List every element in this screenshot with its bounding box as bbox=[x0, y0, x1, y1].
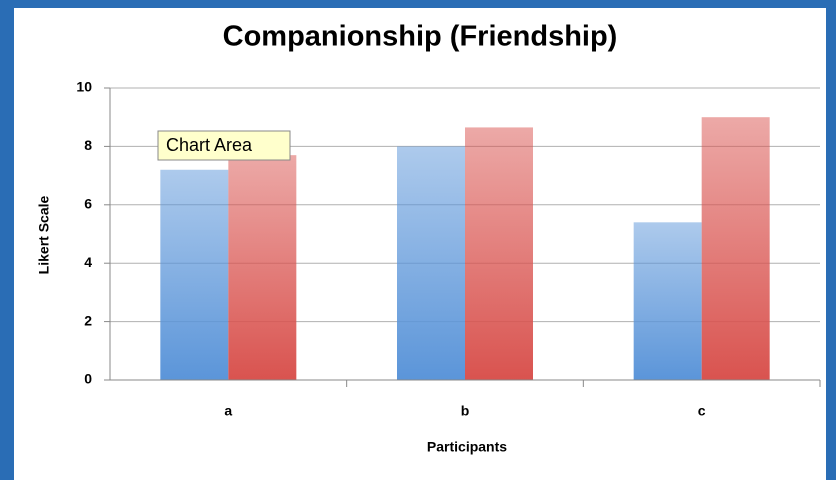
x-tick-label: b bbox=[461, 403, 470, 419]
bar bbox=[465, 127, 533, 380]
bar bbox=[228, 155, 297, 380]
bar bbox=[701, 117, 770, 380]
y-tick-label: 2 bbox=[84, 312, 92, 328]
y-tick-label: 0 bbox=[84, 371, 92, 387]
chart-title: Companionship (Friendship) bbox=[223, 21, 618, 53]
bar bbox=[633, 222, 702, 380]
y-tick-label: 6 bbox=[84, 196, 92, 212]
y-tick-label: 8 bbox=[84, 137, 92, 153]
y-axis-label: Likert Scale bbox=[36, 195, 52, 274]
y-tick-label: 10 bbox=[76, 79, 92, 95]
tooltip-text: Chart Area bbox=[166, 135, 253, 155]
bar bbox=[160, 169, 229, 380]
bar bbox=[397, 146, 465, 380]
y-tick-label: 4 bbox=[84, 254, 92, 270]
tooltip-box bbox=[157, 130, 291, 161]
x-tick-label: c bbox=[698, 403, 706, 419]
x-tick-label: a bbox=[224, 403, 232, 419]
x-axis-label: Participants bbox=[427, 439, 507, 455]
